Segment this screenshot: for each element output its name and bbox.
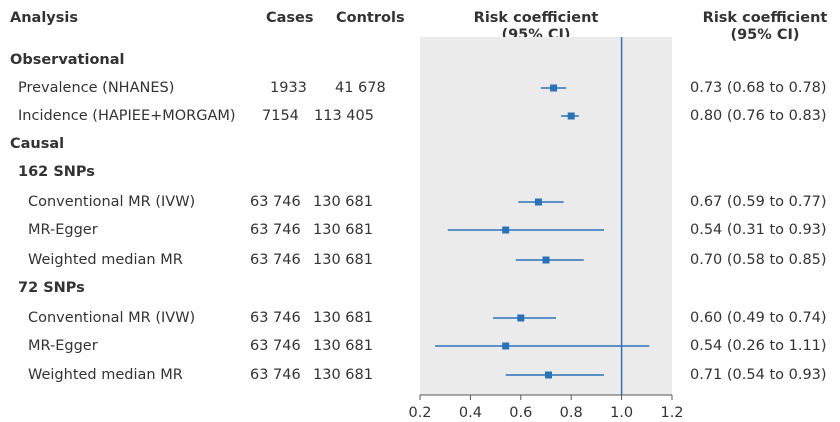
row-cases: 1933 [270,80,307,96]
row-cases: 63 746 [250,252,301,268]
x-tick-label: 0.2 [408,405,431,421]
row-prevalence: Prevalence (NHANES) 1933 41 678 0.73 (0.… [0,77,840,99]
estimate-marker [542,256,550,264]
row-label: Prevalence (NHANES) [18,80,175,96]
x-tick-label: 0.6 [509,405,532,421]
row-ci-text: 0.67 (0.59 to 0.77) [690,194,827,210]
header-analysis: Analysis [10,10,78,26]
x-tick-label: 1.2 [660,405,683,421]
row-162-egger: MR-Egger 63 746 130 681 0.54 (0.31 to 0.… [0,219,840,241]
row-controls: 41 678 [335,80,386,96]
row-label: Conventional MR (IVW) [28,194,196,210]
section-label: Observational [10,52,125,68]
row-incidence: Incidence (HAPIEE+MORGAM) 7154 113 405 0… [0,105,840,127]
x-tick-label: 1.0 [610,405,633,421]
estimate-marker [567,112,575,120]
row-controls: 130 681 [313,367,373,383]
row-ci-text: 0.54 (0.26 to 1.11) [690,338,827,354]
row-cases: 7154 [262,108,299,124]
estimate-marker [550,84,558,92]
plot-panel [420,37,672,395]
estimate-marker [502,342,510,350]
row-controls: 130 681 [313,310,373,326]
header-risk2-line2: (95% CI) [730,27,800,43]
row-observational: Observational [0,49,840,71]
row-label: Weighted median MR [28,252,183,268]
row-label: MR-Egger [28,222,98,238]
row-label: Incidence (HAPIEE+MORGAM) [18,108,236,124]
row-162-ivw: Conventional MR (IVW) 63 746 130 681 0.6… [0,191,840,213]
row-72-snps: 72 SNPs [0,277,840,299]
row-causal: Causal [0,133,840,155]
estimate-marker [502,226,510,234]
row-label: Weighted median MR [28,367,183,383]
subsection-label: 72 SNPs [18,280,85,296]
row-72-egger: MR-Egger 63 746 130 681 0.54 (0.26 to 1.… [0,335,840,357]
header-risk2-line1: Risk coefficient [702,10,828,26]
row-label: Conventional MR (IVW) [28,310,196,326]
header-risk-coefficient-text: Risk coefficient (95% CI) [690,10,840,44]
row-cases: 63 746 [250,367,301,383]
row-ci-text: 0.73 (0.68 to 0.78) [690,80,827,96]
row-ci-text: 0.70 (0.58 to 0.85) [690,252,827,268]
header-risk-line1: Risk coefficient [473,10,599,26]
row-ci-text: 0.54 (0.31 to 0.93) [690,222,827,238]
row-ci-text: 0.71 (0.54 to 0.93) [690,367,827,383]
row-controls: 130 681 [313,338,373,354]
row-cases: 63 746 [250,222,301,238]
estimate-marker [545,371,553,379]
row-controls: 113 405 [314,108,374,124]
row-cases: 63 746 [250,194,301,210]
header-cases: Cases [266,10,314,26]
header-controls: Controls [336,10,405,26]
row-72-median: Weighted median MR 63 746 130 681 0.71 (… [0,364,840,386]
row-controls: 130 681 [313,194,373,210]
subsection-label: 162 SNPs [18,164,95,180]
x-tick-label: 0.4 [459,405,482,421]
row-controls: 130 681 [313,252,373,268]
row-162-median: Weighted median MR 63 746 130 681 0.70 (… [0,249,840,271]
x-tick-label: 0.8 [560,405,583,421]
row-cases: 63 746 [250,310,301,326]
row-162-snps: 162 SNPs [0,161,840,183]
row-label: MR-Egger [28,338,98,354]
row-controls: 130 681 [313,222,373,238]
estimate-marker [534,198,542,206]
row-72-ivw: Conventional MR (IVW) 63 746 130 681 0.6… [0,307,840,329]
estimate-marker [517,314,525,322]
row-ci-text: 0.80 (0.76 to 0.83) [690,108,827,124]
section-label: Causal [10,136,65,152]
row-ci-text: 0.60 (0.49 to 0.74) [690,310,827,326]
row-cases: 63 746 [250,338,301,354]
